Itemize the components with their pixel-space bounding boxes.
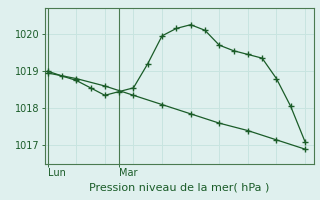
X-axis label: Pression niveau de la mer( hPa ): Pression niveau de la mer( hPa ) [89, 182, 269, 192]
